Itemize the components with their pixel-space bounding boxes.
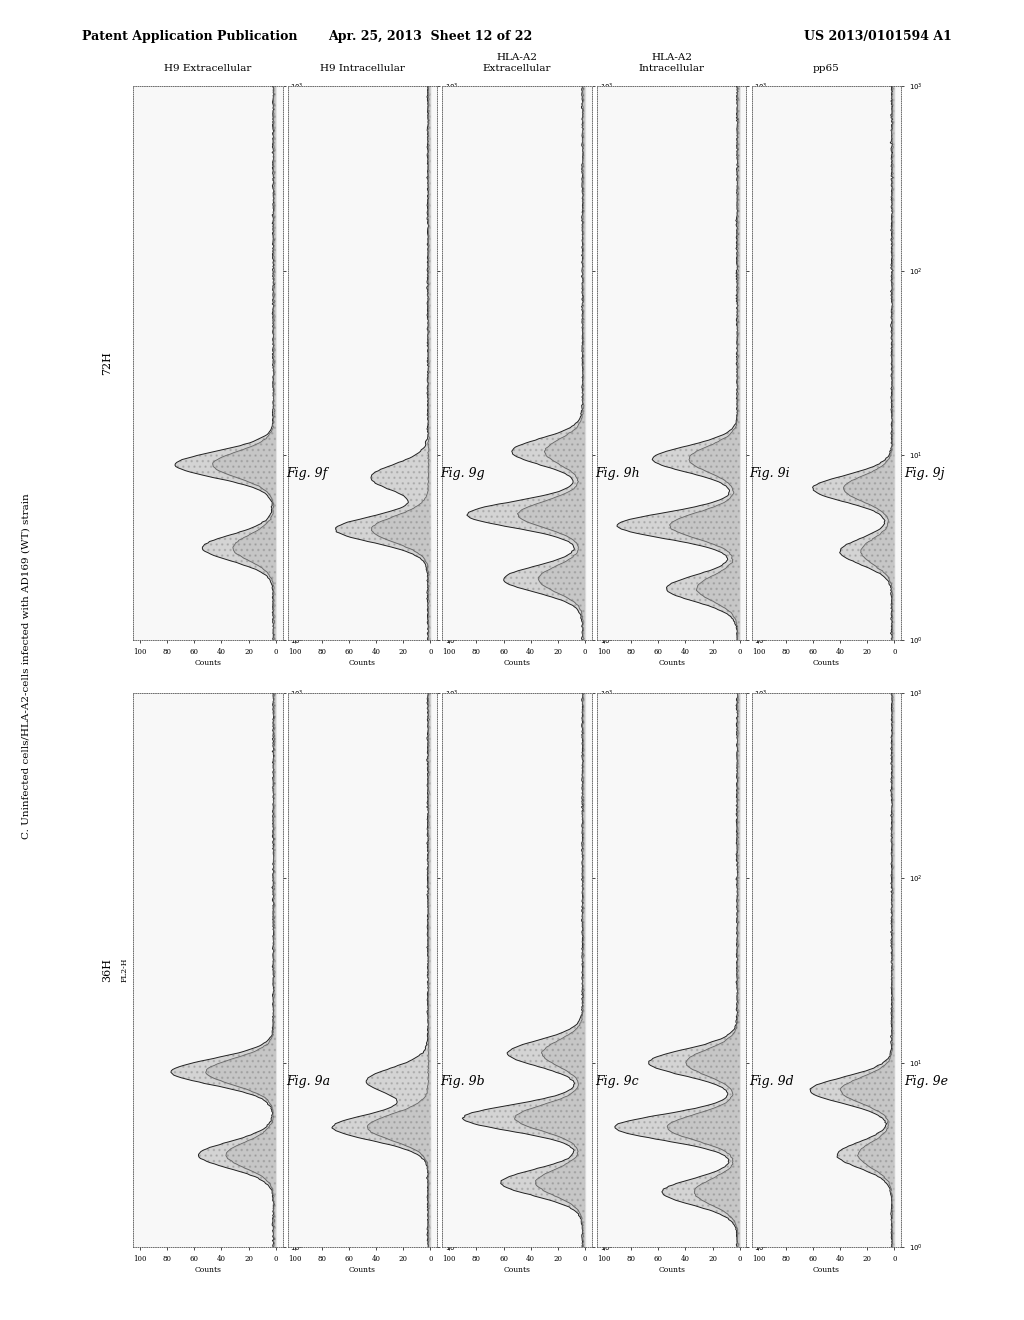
X-axis label: Counts: Counts bbox=[813, 1266, 840, 1274]
Text: Fig. 9i: Fig. 9i bbox=[750, 467, 791, 480]
Text: HLA-A2
Extracellular: HLA-A2 Extracellular bbox=[483, 53, 551, 73]
Text: C. Uninfected cells/HLA-A2-cells infected with AD169 (WT) strain: C. Uninfected cells/HLA-A2-cells infecte… bbox=[22, 494, 30, 840]
Text: pp65: pp65 bbox=[813, 63, 840, 73]
X-axis label: Counts: Counts bbox=[504, 1266, 530, 1274]
Text: Fig. 9g: Fig. 9g bbox=[440, 467, 485, 480]
Text: HLA-A2
Intracellular: HLA-A2 Intracellular bbox=[639, 53, 705, 73]
X-axis label: Counts: Counts bbox=[349, 659, 376, 667]
Text: Fig. 9j: Fig. 9j bbox=[904, 467, 945, 480]
Text: Fig. 9e: Fig. 9e bbox=[904, 1074, 948, 1088]
X-axis label: Counts: Counts bbox=[658, 1266, 685, 1274]
Text: 72H: 72H bbox=[102, 351, 113, 375]
Y-axis label: FL2-H: FL2-H bbox=[121, 958, 129, 982]
Text: H9 Intracellular: H9 Intracellular bbox=[321, 63, 404, 73]
X-axis label: Counts: Counts bbox=[195, 659, 221, 667]
X-axis label: Counts: Counts bbox=[349, 1266, 376, 1274]
Text: 36H: 36H bbox=[102, 958, 113, 982]
Text: Patent Application Publication: Patent Application Publication bbox=[82, 30, 297, 44]
Text: Fig. 9c: Fig. 9c bbox=[595, 1074, 639, 1088]
X-axis label: Counts: Counts bbox=[813, 659, 840, 667]
Text: H9 Extracellular: H9 Extracellular bbox=[164, 63, 252, 73]
Text: US 2013/0101594 A1: US 2013/0101594 A1 bbox=[805, 30, 952, 44]
Text: Fig. 9h: Fig. 9h bbox=[595, 467, 640, 480]
Text: Fig. 9b: Fig. 9b bbox=[440, 1074, 485, 1088]
Text: Fig. 9f: Fig. 9f bbox=[286, 467, 327, 480]
X-axis label: Counts: Counts bbox=[658, 659, 685, 667]
X-axis label: Counts: Counts bbox=[195, 1266, 221, 1274]
X-axis label: Counts: Counts bbox=[504, 659, 530, 667]
Text: Fig. 9a: Fig. 9a bbox=[286, 1074, 330, 1088]
Text: Apr. 25, 2013  Sheet 12 of 22: Apr. 25, 2013 Sheet 12 of 22 bbox=[328, 30, 532, 44]
Text: Fig. 9d: Fig. 9d bbox=[750, 1074, 795, 1088]
